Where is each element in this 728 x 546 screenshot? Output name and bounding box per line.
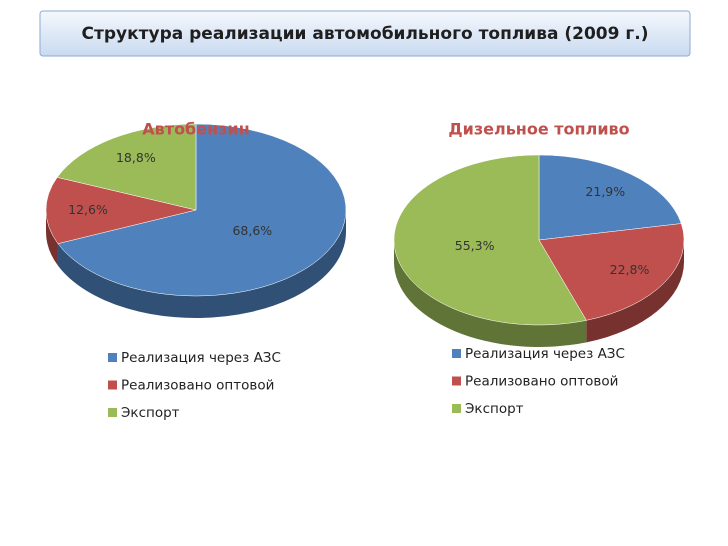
legend-swatch xyxy=(452,376,461,386)
pie-side xyxy=(394,240,587,348)
pie-side xyxy=(586,240,684,343)
pie-side xyxy=(46,210,58,266)
pie-slice xyxy=(45,177,197,244)
pie-slice xyxy=(393,154,587,326)
chart-title: Автобензин xyxy=(142,120,249,139)
pie-slice xyxy=(538,154,682,241)
legend-swatch xyxy=(452,349,461,358)
pie-slice xyxy=(538,223,685,321)
legend-label: Реализация через АЗС xyxy=(121,350,281,366)
data-label: 21,9% xyxy=(585,184,625,199)
pie-slice xyxy=(57,123,347,297)
pie-slice xyxy=(56,123,197,211)
legend-label: Реализовано оптовой xyxy=(465,374,618,390)
legend-label: Реализация через АЗС xyxy=(465,346,625,362)
legend-label: Реализовано оптовой xyxy=(121,378,274,394)
chart-title: Дизельное топливо xyxy=(448,120,629,139)
legend-swatch xyxy=(452,404,461,413)
title-box xyxy=(39,10,691,57)
data-label: 68,6% xyxy=(232,223,272,238)
legend-label: Экспорт xyxy=(121,405,180,421)
pie-side xyxy=(57,210,347,318)
data-label: 18,8% xyxy=(116,150,156,165)
legend-swatch xyxy=(108,380,117,390)
legend-swatch xyxy=(108,353,117,362)
slide-title: Структура реализации автомобильного топл… xyxy=(82,24,649,44)
legend-swatch xyxy=(108,408,117,417)
legend-label: Экспорт xyxy=(465,401,524,417)
data-label: 22,8% xyxy=(610,262,650,277)
data-label: 12,6% xyxy=(68,202,108,217)
data-label: 55,3% xyxy=(455,238,495,253)
